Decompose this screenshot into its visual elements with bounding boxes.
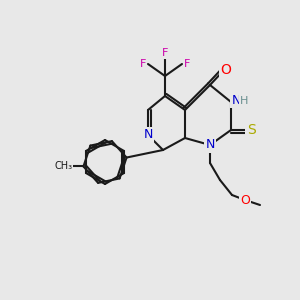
Text: H: H: [240, 96, 248, 106]
Text: F: F: [162, 48, 168, 58]
Text: CH₃: CH₃: [54, 161, 73, 172]
Text: O: O: [240, 194, 250, 206]
Text: O: O: [220, 63, 231, 77]
Text: N: N: [231, 94, 241, 106]
Text: F: F: [140, 59, 146, 69]
Text: N: N: [143, 128, 153, 142]
Text: S: S: [247, 123, 255, 137]
Text: N: N: [205, 139, 215, 152]
Text: F: F: [184, 59, 190, 69]
